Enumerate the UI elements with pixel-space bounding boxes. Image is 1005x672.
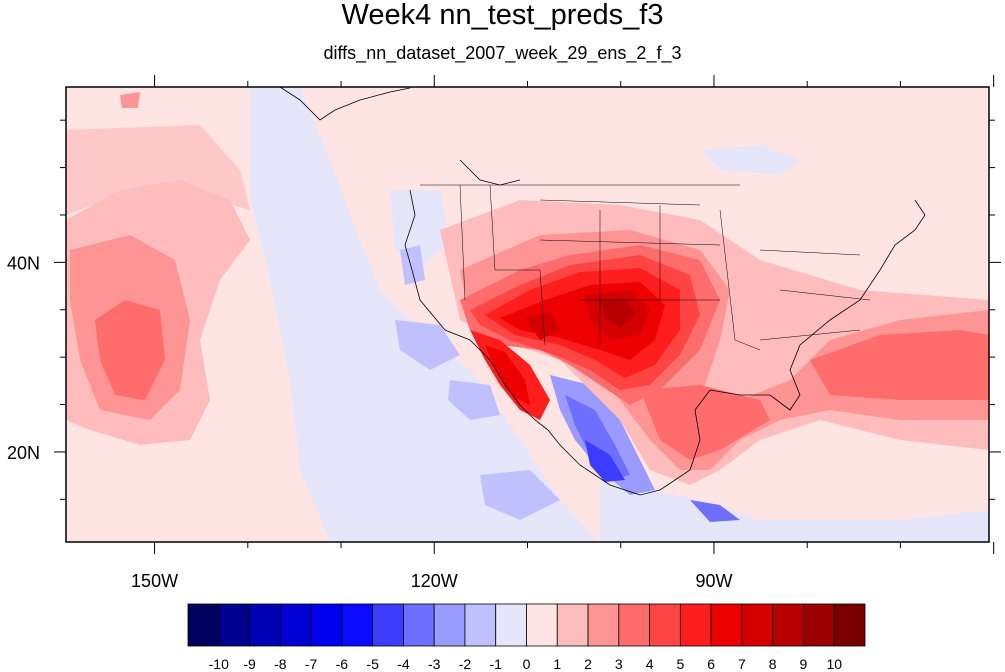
colorbar-label: 7	[738, 656, 746, 672]
colorbar-swatch	[803, 603, 835, 647]
colorbar-label: -10	[209, 656, 229, 672]
colorbar-label: -8	[274, 656, 287, 672]
colorbar-swatch	[341, 603, 374, 647]
axis-ticks	[54, 75, 1001, 554]
colorbar-label: 5	[676, 656, 684, 672]
colorbar-label: -7	[305, 656, 318, 672]
colorbar-swatch	[679, 603, 712, 647]
colorbar-labels: -10 -9 -8 -7 -6 -5 -4 -3 -2 -1 0 1 2 3 4 5 6 7 8 9 10	[209, 656, 843, 672]
field-region	[485, 345, 530, 405]
field-region	[810, 330, 989, 400]
x-tick-label: 120W	[411, 571, 458, 591]
colorbar	[187, 603, 866, 647]
colorbar-swatch	[279, 603, 312, 647]
coastlines	[279, 87, 926, 496]
colorbar-swatch	[218, 603, 250, 647]
colorbar-swatch	[464, 603, 497, 647]
field-region	[400, 245, 425, 285]
colorbar-label: -4	[397, 656, 410, 672]
map-title: Week4 nn_test_preds_f3	[341, 0, 664, 31]
colorbar-swatch	[618, 603, 650, 647]
field-region	[525, 312, 560, 340]
colorbar-label: 1	[553, 656, 561, 672]
colorbar-label: -5	[366, 656, 379, 672]
field-region	[700, 145, 800, 175]
colorbar-label: -3	[428, 656, 441, 672]
state-borders	[420, 184, 871, 351]
colorbar-swatch	[372, 603, 404, 647]
colorbar-label: 6	[707, 656, 715, 672]
colorbar-label: 10	[826, 656, 842, 672]
field-region	[120, 92, 140, 108]
y-tick-label: 40N	[7, 253, 40, 273]
colorbar-label: 3	[615, 656, 623, 672]
colorbar-swatch	[310, 603, 343, 647]
field-region	[565, 395, 630, 480]
x-tick-label: 150W	[131, 571, 178, 591]
colorbar-swatch	[772, 603, 804, 647]
colorbar-label: -9	[243, 656, 256, 672]
colorbar-swatch	[587, 603, 620, 647]
colorbar-label: 0	[523, 656, 531, 672]
colorbar-label: 8	[769, 656, 777, 672]
colorbar-label: 4	[646, 656, 654, 672]
field-region	[600, 480, 989, 542]
field-region	[95, 300, 165, 400]
field-region	[585, 440, 625, 482]
colorbar-label: 2	[584, 656, 592, 672]
colorbar-label: -1	[490, 656, 503, 672]
colorbar-swatch	[495, 603, 527, 647]
field-region	[395, 320, 460, 370]
field-region	[600, 298, 635, 328]
colorbar-swatch	[649, 603, 681, 647]
colorbar-swatch	[710, 603, 743, 647]
x-tick-label: 90W	[695, 571, 732, 591]
colorbar-swatch	[403, 603, 435, 647]
colorbar-swatch	[526, 603, 558, 647]
field-region	[448, 380, 500, 420]
field-region	[66, 125, 250, 215]
y-tick-label: 20N	[7, 443, 40, 463]
colorbar-swatch	[833, 603, 866, 647]
colorbar-swatch	[249, 603, 281, 647]
field-contours	[66, 87, 989, 542]
map-subtitle: diffs_nn_dataset_2007_week_29_ens_2_f_3	[323, 43, 682, 63]
colorbar-label: -2	[459, 656, 472, 672]
field-region	[480, 470, 560, 520]
colorbar-swatch	[433, 603, 466, 647]
colorbar-label: -6	[336, 656, 349, 672]
field-region	[250, 87, 600, 542]
colorbar-swatch	[556, 603, 589, 647]
field-region	[640, 385, 770, 460]
colorbar-swatch	[741, 603, 774, 647]
colorbar-swatch	[187, 603, 220, 647]
axis-tick-labels: 150W 120W 90W 40N 20N	[7, 253, 733, 591]
colorbar-label: 9	[800, 656, 808, 672]
field-region	[690, 500, 740, 522]
